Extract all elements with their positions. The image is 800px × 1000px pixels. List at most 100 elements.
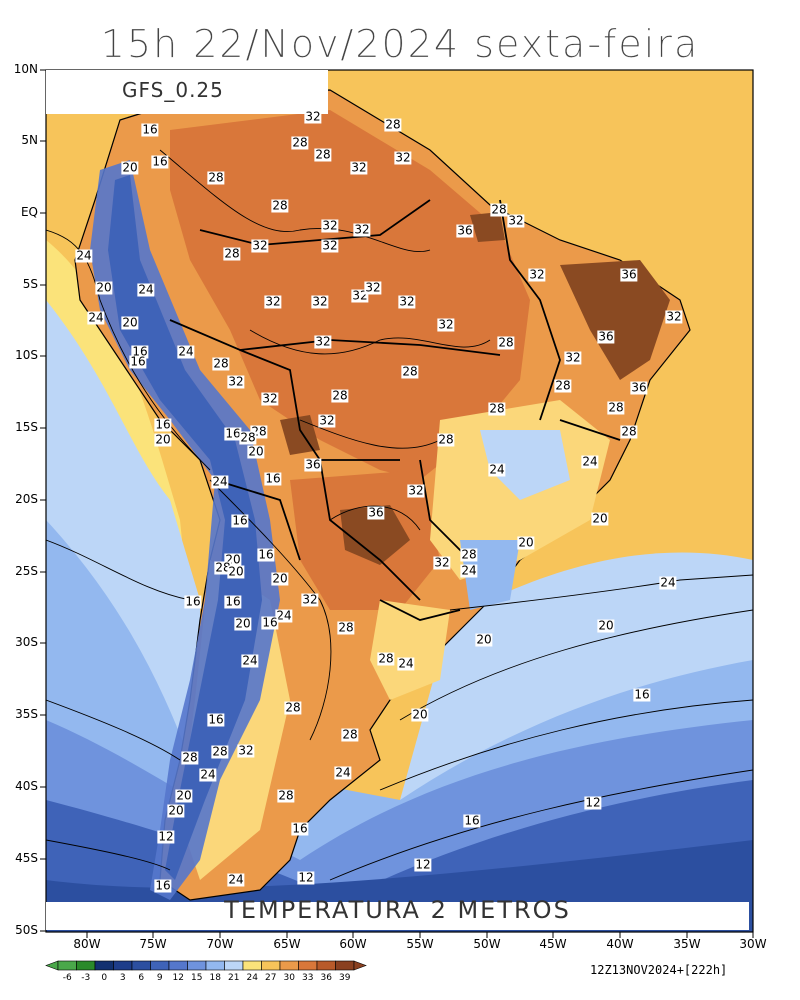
contour-value-label: 20 — [234, 616, 252, 631]
lon-label: 70W — [206, 937, 234, 951]
colorbar-tick-label: 0 — [101, 973, 108, 983]
colorbar-segment — [316, 960, 336, 971]
contour-value-label: 28 — [181, 750, 199, 765]
contour-value-label: 24 — [460, 563, 478, 578]
contour-value-label: 28 — [437, 432, 455, 447]
contour-value-label: 20 — [175, 788, 193, 803]
lon-label: 45W — [539, 937, 567, 951]
contour-value-label: 32 — [433, 555, 451, 570]
colorbar-tick-label: 39 — [339, 973, 351, 983]
contour-value-label: 24 — [227, 872, 245, 887]
colorbar-segment — [279, 960, 299, 971]
contour-value-label: 32 — [507, 213, 525, 228]
lon-label: 75W — [139, 937, 167, 951]
contour-value-label: 20 — [247, 444, 265, 459]
contour-value-label: 32 — [314, 334, 332, 349]
contour-value-label: 16 — [257, 547, 275, 562]
contour-value-label: 24 — [199, 767, 217, 782]
contour-value-label: 32 — [353, 222, 371, 237]
model-box — [46, 70, 328, 114]
contour-value-label: 28 — [488, 401, 506, 416]
contour-value-label: 28 — [460, 547, 478, 562]
contour-value-label: 20 — [271, 571, 289, 586]
colorbar-tick-label: 21 — [228, 973, 240, 983]
lat-label: 35S — [15, 707, 38, 721]
hot-interior-region — [170, 110, 530, 480]
contour-value-label: 28 — [284, 700, 302, 715]
contour-value-label: 20 — [597, 618, 615, 633]
contour-value-label: 20 — [475, 632, 493, 647]
contour-value-label: 16 — [184, 594, 202, 609]
contour-value-label: 28 — [239, 430, 257, 445]
contour-value-label: 16 — [291, 821, 309, 836]
contour-value-label: 28 — [401, 364, 419, 379]
contour-value-label: 28 — [554, 378, 572, 393]
contour-value-label: 20 — [517, 535, 535, 550]
contour-value-label: 28 — [620, 424, 638, 439]
contour-value-label: 32 — [665, 309, 683, 324]
contour-value-label: 16 — [261, 615, 279, 630]
contour-value-label: 16 — [207, 712, 225, 727]
contour-value-label: 32 — [321, 218, 339, 233]
variable-label: TEMPERATURA 2 METROS — [224, 896, 571, 924]
lat-label: 10N — [13, 62, 38, 76]
lon-label: 40W — [606, 937, 634, 951]
contour-value-label: 24 — [211, 474, 229, 489]
contour-value-label: 16 — [151, 154, 169, 169]
contour-value-label: 32 — [398, 294, 416, 309]
contour-value-label: 32 — [318, 413, 336, 428]
contour-value-label: 32 — [564, 350, 582, 365]
very-hot-amazon-mouth — [470, 212, 505, 242]
contour-value-label: 28 — [607, 400, 625, 415]
colorbar-segment — [335, 960, 355, 971]
contour-value-label: 32 — [351, 288, 369, 303]
lon-ticks — [86, 932, 754, 938]
contour-value-label: 28 — [291, 135, 309, 150]
contour-value-label: 36 — [456, 223, 474, 238]
lat-label: 15S — [15, 420, 38, 434]
colorbar-tick-label: 30 — [283, 973, 295, 983]
contour-value-label: 32 — [237, 743, 255, 758]
cool-serra-region — [480, 430, 570, 500]
colorbar-segment — [242, 960, 262, 971]
contour-value-label: 12 — [297, 870, 315, 885]
contour-value-label: 24 — [177, 344, 195, 359]
contour-value-label: 28 — [212, 356, 230, 371]
contour-value-label: 16 — [131, 344, 149, 359]
contour-value-label: 16 — [154, 878, 172, 893]
contour-value-label: 24 — [397, 656, 415, 671]
contour-value-label: 16 — [463, 813, 481, 828]
colorbar-tick-label: -6 — [62, 973, 72, 983]
run-label: 12Z13NOV2024+[222h] — [590, 963, 728, 977]
contour-value-label: 28 — [314, 147, 332, 162]
contour-value-label: 24 — [275, 608, 293, 623]
contour-value-label: 12 — [414, 857, 432, 872]
lat-label: 20S — [15, 492, 38, 506]
contour-value-label: 20 — [591, 511, 609, 526]
contour-value-label: 28 — [337, 620, 355, 635]
colorbar-tick-label: 6 — [138, 973, 145, 983]
lon-label: 80W — [73, 937, 101, 951]
mild-uruguay — [370, 600, 450, 700]
contour-value-label: 16 — [264, 471, 282, 486]
colorbar — [45, 960, 367, 971]
lon-label: 50W — [473, 937, 501, 951]
lat-label: 10S — [15, 348, 38, 362]
lat-label: 25S — [15, 564, 38, 578]
colorbar-segment — [187, 960, 207, 971]
contour-value-label: 24 — [334, 765, 352, 780]
colorbar-tick-label: 33 — [302, 973, 314, 983]
colorbar-segment — [76, 960, 96, 971]
contour-value-label: 24 — [75, 248, 93, 263]
colorbar-segment — [261, 960, 281, 971]
contour-value-label: 20 — [411, 707, 429, 722]
contour-value-label: 32 — [437, 317, 455, 332]
contour-value-label: 36 — [304, 457, 322, 472]
colorbar-segment — [298, 960, 318, 971]
contour-value-label: 12 — [584, 795, 602, 810]
contour-value-label: 32 — [311, 294, 329, 309]
colorbar-tick-label: -3 — [81, 973, 91, 983]
contour-value-label: 36 — [367, 505, 385, 520]
contour-value-label: 36 — [620, 267, 638, 282]
contour-value-label: 16 — [129, 354, 147, 369]
